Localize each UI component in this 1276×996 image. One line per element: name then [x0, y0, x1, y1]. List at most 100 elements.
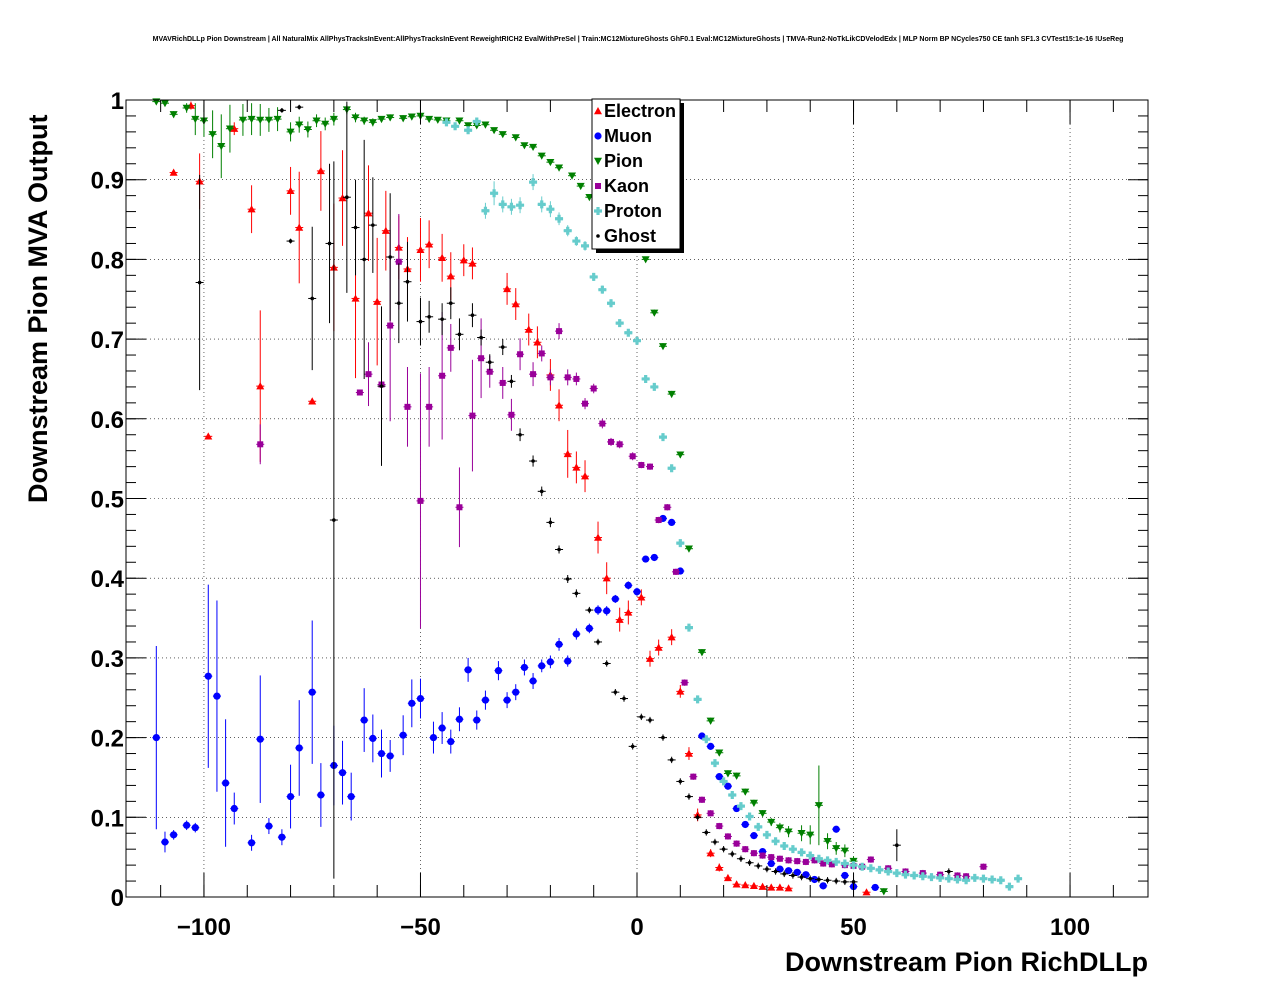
pion-data-point: [247, 103, 256, 136]
muon-marker: [546, 658, 554, 666]
ghost-marker: [713, 840, 717, 844]
kaon-marker: [439, 372, 446, 379]
ghost-data-point: [788, 872, 797, 879]
pion-data-point: [256, 103, 265, 136]
kaon-marker: [257, 441, 264, 448]
electron-marker: [684, 749, 693, 757]
kaon-marker: [564, 374, 571, 381]
proton-data-point: [615, 319, 624, 328]
kaon-data-point: [866, 856, 875, 863]
electron-data-point: [624, 600, 633, 625]
proton-marker: [884, 867, 893, 876]
kaon-marker: [733, 840, 740, 847]
ghost-marker: [509, 379, 514, 384]
muon-marker: [247, 839, 256, 847]
muon-data-point: [169, 830, 178, 840]
proton-marker: [641, 374, 650, 383]
ghost-data-point: [780, 870, 789, 878]
kaon-data-point: [529, 362, 538, 387]
pion-marker: [464, 122, 473, 130]
muon-data-point: [191, 822, 200, 833]
ghost-data-point: [477, 329, 486, 346]
proton-marker: [507, 202, 516, 211]
ghost-marker: [817, 877, 821, 882]
kaon-data-point: [563, 369, 572, 386]
kaon-marker: [469, 412, 476, 419]
proton-data-point: [875, 865, 884, 874]
kaon-data-point: [784, 857, 793, 864]
proton-marker: [615, 319, 624, 328]
pion-data-point: [286, 122, 295, 142]
muon-data-point: [295, 700, 304, 796]
proton-data-point: [507, 198, 516, 215]
proton-marker: [814, 854, 823, 863]
kaon-data-point: [416, 373, 425, 629]
muon-data-point: [624, 581, 633, 590]
y-tick-label: 0.1: [91, 805, 124, 832]
muon-marker: [871, 883, 879, 892]
legend-marker-muon: [594, 132, 602, 140]
kaon-marker: [499, 379, 506, 386]
kaon-marker: [638, 462, 645, 469]
kaon-data-point: [403, 366, 412, 447]
legend-entry-muon: Muon: [594, 126, 652, 146]
muon-marker: [481, 696, 490, 704]
ghost-data-point: [377, 306, 386, 466]
muon-marker: [520, 663, 529, 672]
kaon-data-point: [598, 418, 607, 429]
proton-data-point: [988, 875, 997, 884]
proton-data-point: [728, 790, 737, 799]
pion-data-point: [749, 799, 758, 807]
proton-marker: [866, 864, 875, 873]
ghost-data-point: [823, 877, 832, 884]
muon-marker: [810, 875, 819, 884]
kaon-marker: [707, 810, 714, 817]
ghost-marker: [946, 869, 951, 874]
electron-marker: [169, 168, 178, 176]
proton-marker: [745, 812, 754, 821]
kaon-marker: [802, 858, 809, 865]
ghost-data-point: [693, 814, 702, 821]
proton-data-point: [563, 225, 572, 237]
proton-marker: [702, 735, 711, 744]
kaon-data-point: [680, 679, 689, 686]
kaon-data-point: [546, 369, 555, 386]
proton-marker: [472, 117, 481, 126]
ghost-marker: [782, 872, 787, 876]
legend-label-pion: Pion: [604, 151, 643, 171]
kaon-marker: [573, 375, 580, 382]
pion-data-point: [425, 115, 434, 124]
y-tick-label: 1: [111, 88, 124, 115]
muon-data-point: [386, 739, 395, 772]
kaon-marker: [646, 463, 653, 470]
kaon-data-point: [775, 855, 784, 862]
muon-data-point: [221, 719, 230, 847]
ghost-data-point: [351, 179, 360, 276]
proton-marker: [633, 336, 642, 345]
proton-data-point: [962, 876, 971, 885]
pion-data-point: [546, 158, 555, 167]
pion-marker: [273, 115, 282, 124]
electron-data-point: [438, 233, 447, 282]
ghost-data-point: [645, 716, 654, 724]
electron-marker: [749, 881, 758, 890]
pion-marker: [879, 888, 888, 896]
muon-marker: [347, 792, 355, 801]
pion-marker: [576, 182, 585, 191]
proton-marker: [996, 876, 1005, 885]
pion-marker: [191, 115, 200, 124]
ghost-marker: [557, 547, 561, 552]
pion-data-point: [641, 256, 650, 264]
muon-marker: [707, 742, 715, 750]
kaon-data-point: [572, 372, 581, 386]
proton-marker: [451, 122, 460, 131]
ghost-data-point: [394, 263, 403, 344]
pion-data-point: [152, 98, 161, 106]
pion-marker: [386, 114, 395, 122]
pion-marker: [256, 116, 265, 124]
muon-marker: [295, 744, 303, 752]
ghost-data-point: [620, 695, 629, 702]
pion-marker: [169, 111, 178, 119]
electron-data-point: [749, 881, 758, 890]
muon-data-point: [641, 555, 650, 563]
